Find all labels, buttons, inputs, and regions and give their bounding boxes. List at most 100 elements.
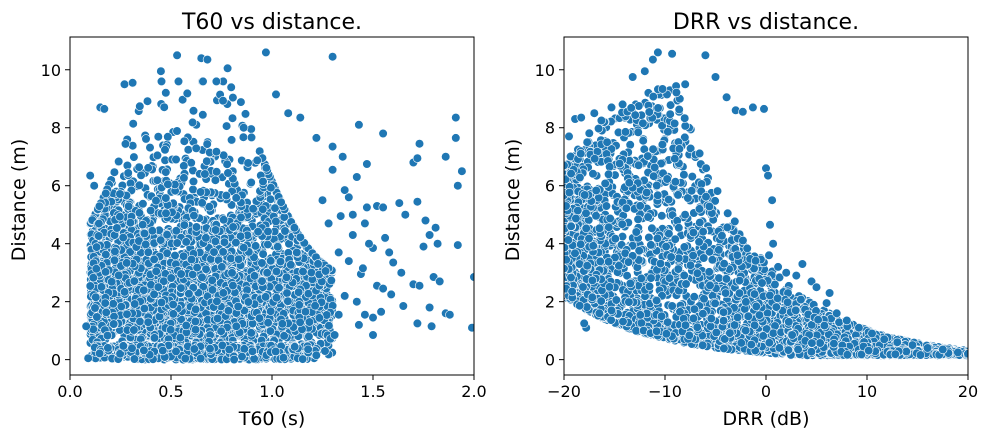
scatter-point (101, 250, 111, 260)
scatter-point (125, 218, 135, 228)
scatter-point (149, 333, 160, 343)
scatter-point (352, 297, 362, 307)
scatter-point (396, 268, 406, 278)
chart-title: DRR vs distance. (673, 10, 859, 35)
scatter-point (181, 320, 191, 331)
scatter-point (186, 254, 197, 265)
scatter-point (181, 237, 191, 247)
scatter-point (358, 263, 368, 273)
scatter-point (129, 152, 139, 162)
scatter-point (328, 52, 338, 62)
scatter-point (227, 268, 237, 278)
scatter-point (246, 177, 256, 188)
scatter-point (156, 297, 167, 308)
scatter-points (81, 47, 474, 365)
scatter-point (344, 192, 354, 202)
scatter-point (228, 92, 238, 103)
scatter-point (236, 97, 246, 107)
scatter-point (224, 344, 234, 355)
scatter-point (201, 233, 211, 243)
scatter-point (246, 328, 256, 338)
scatter-point (286, 260, 296, 270)
scatter-point (127, 343, 137, 353)
scatter-point (162, 230, 172, 240)
scatter-point (123, 168, 133, 178)
scatter-point (91, 264, 101, 274)
scatter-point (94, 348, 105, 359)
scatter-point (188, 176, 199, 187)
scatter-point (412, 197, 423, 207)
scatter-point (135, 317, 145, 327)
scatter-point (202, 156, 212, 166)
scatter-point (321, 266, 331, 276)
scatter-point (139, 345, 149, 356)
scatter-point (128, 119, 138, 129)
scatter-point (306, 268, 317, 278)
scatter-point (161, 88, 171, 98)
scatter-point (263, 226, 273, 237)
scatter-point (414, 281, 425, 291)
scatter-point (161, 208, 171, 218)
scatter-point (213, 313, 223, 324)
scatter-point (229, 354, 239, 365)
scatter-point (451, 112, 461, 123)
scatter-point (197, 198, 207, 208)
scatter-point (380, 233, 390, 243)
scatter-point (211, 147, 221, 157)
scatter-point (277, 319, 288, 329)
scatter-point (360, 310, 370, 320)
scatter-point (295, 112, 305, 123)
scatter-point (207, 275, 217, 285)
scatter-point (340, 185, 350, 195)
scatter-point (433, 239, 443, 249)
scatter-point (183, 145, 193, 155)
scatter-point (262, 268, 272, 278)
scatter-point (336, 211, 346, 221)
scatter-point (425, 302, 435, 313)
scatter-point (278, 353, 289, 363)
scatter-point (100, 298, 110, 308)
scatter-point (188, 106, 199, 116)
scatter-point (191, 325, 201, 335)
scatter-point (81, 321, 91, 331)
scatter-point (176, 269, 186, 279)
scatter-point (295, 232, 305, 242)
scatter-point (328, 165, 338, 175)
scatter-point (324, 321, 334, 331)
scatter-point (112, 223, 122, 233)
scatter-point (122, 258, 132, 268)
scatter-point (228, 222, 238, 232)
scatter-point (271, 346, 281, 357)
scatter-point (156, 235, 166, 245)
scatter-point (138, 220, 148, 230)
x-tick-label: 1.5 (360, 382, 385, 401)
scatter-point (201, 264, 211, 274)
scatter-point (212, 296, 222, 306)
scatter-point (236, 231, 246, 241)
scatter-point (240, 109, 251, 119)
scatter-point (217, 340, 227, 351)
scatter-point (128, 78, 138, 88)
scatter-point (153, 132, 163, 142)
scatter-point (102, 331, 113, 341)
scatter-point (234, 254, 244, 264)
scatter-point (188, 184, 198, 195)
scatter-point (334, 247, 344, 257)
scatter-point (261, 163, 271, 173)
scatter-point (122, 309, 132, 319)
scatter-point (196, 187, 206, 197)
scatter-point (368, 313, 378, 323)
scatter-point (378, 284, 388, 294)
scatter-point (298, 354, 308, 364)
scatter-point (189, 211, 199, 221)
scatter-point (226, 82, 236, 92)
scatter-point (223, 306, 233, 316)
scatter-point (210, 236, 220, 246)
scatter-point (110, 246, 120, 256)
scatter-point (175, 333, 185, 343)
scatter-point (172, 50, 182, 60)
scatter-point (289, 223, 300, 233)
scatter-point (129, 325, 139, 335)
scatter-point (328, 142, 338, 152)
scatter-point (467, 323, 474, 333)
